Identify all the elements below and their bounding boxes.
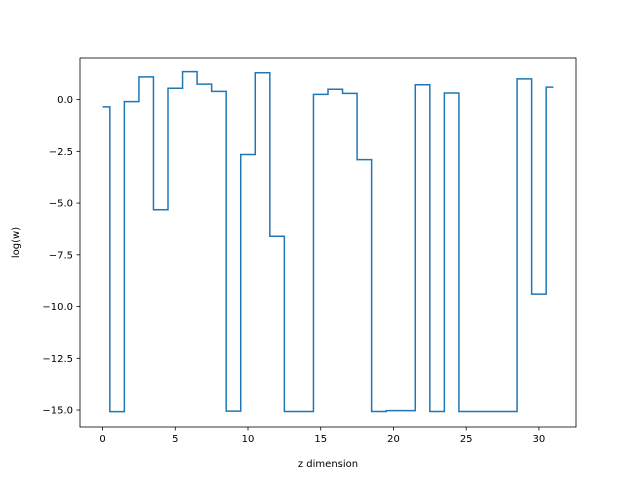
x-tick-label: 25 (460, 434, 473, 445)
plot-area (80, 58, 576, 427)
series-step-line (102, 70, 554, 413)
y-tick-label: −15.0 (42, 406, 73, 417)
y-tick-label: 0.0 (57, 95, 73, 106)
y-tick-label: −12.5 (42, 354, 73, 365)
series-layer (102, 70, 554, 413)
y-axis-label: log(w) (11, 227, 22, 258)
y-axis-ticks: 0.0 −2.5 −5.0 −7.5 −10.0 −12.5 −15.0 (42, 95, 80, 417)
x-tick-label: 15 (314, 434, 327, 445)
x-tick-label: 0 (99, 434, 105, 445)
axes-layer (79, 57, 577, 428)
y-tick-label: −5.0 (49, 199, 73, 210)
y-tick-label: −10.0 (42, 302, 73, 313)
x-axis-label: z dimension (298, 459, 358, 470)
x-tick-label: 5 (172, 434, 178, 445)
x-tick-label: 20 (387, 434, 400, 445)
y-tick-label: −7.5 (49, 250, 73, 261)
y-tick-label: −2.5 (49, 147, 73, 158)
plot-frame (79, 57, 577, 428)
x-axis-ticks: 0 5 10 15 20 25 30 (99, 427, 545, 445)
x-tick-label: 10 (242, 434, 255, 445)
x-tick-label: 30 (533, 434, 546, 445)
